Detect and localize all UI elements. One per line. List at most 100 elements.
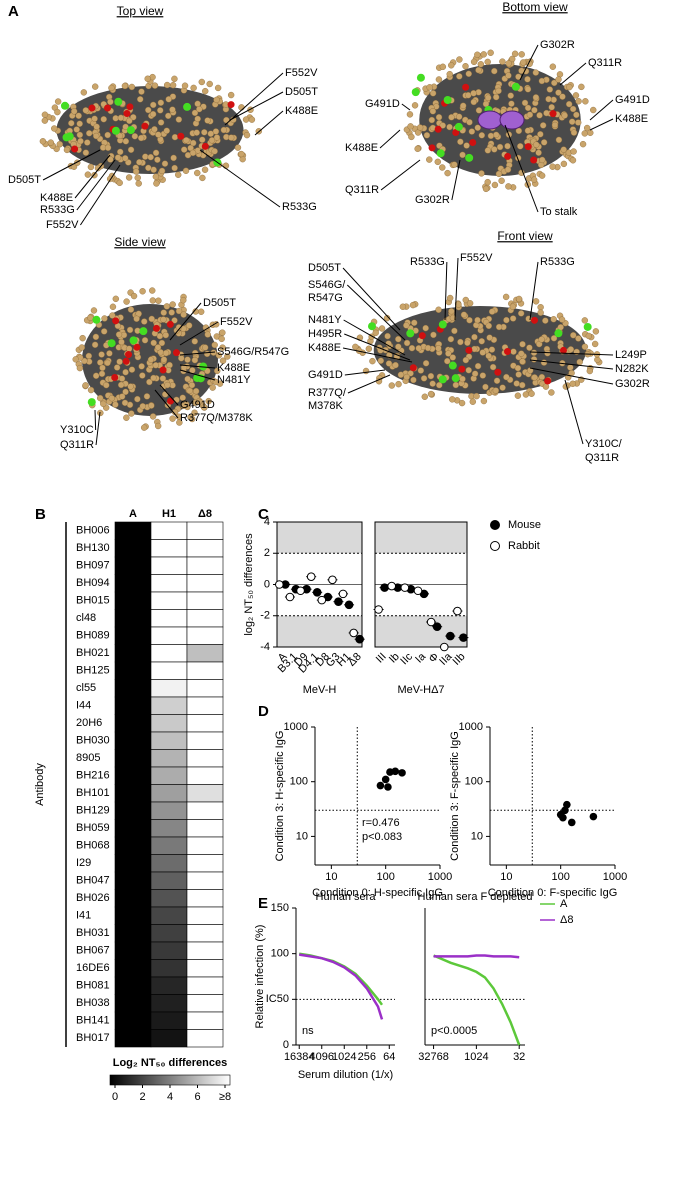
row-label: BH089 <box>76 630 110 642</box>
glycan-atom <box>116 358 123 365</box>
leader-line <box>199 149 281 208</box>
glycan-atom <box>141 337 149 344</box>
glycan-atom <box>448 308 455 315</box>
glycan-atom <box>197 308 205 315</box>
x-axis-label: MeV-HΔ7 <box>397 684 444 696</box>
glycan-atom <box>575 98 582 105</box>
glycan-atom <box>408 344 416 352</box>
glycan-atom <box>186 387 193 395</box>
glycan-atom <box>87 163 95 171</box>
x-tick-label: 32 <box>513 1051 525 1063</box>
glycan-atom <box>155 297 162 304</box>
glycan-atom <box>411 319 418 326</box>
glycan-atom <box>220 126 228 134</box>
glycan-atom <box>112 401 119 408</box>
heat-cell <box>186 784 224 803</box>
glycan-atom <box>122 369 129 376</box>
legend-label: Mouse <box>508 519 541 531</box>
row-label: BH129 <box>76 805 110 817</box>
glycan-atom <box>219 344 226 351</box>
heat-cell <box>150 924 188 943</box>
annotation: ns <box>302 1025 314 1037</box>
glycan-atom <box>451 327 458 335</box>
red-residue <box>469 138 477 146</box>
glycan-atom <box>121 399 129 407</box>
glycan-atom <box>561 112 568 119</box>
glycan-atom <box>154 156 161 163</box>
glycan-atom <box>430 331 437 339</box>
data-point <box>355 634 364 644</box>
glycan-atom <box>117 381 125 389</box>
glycan-atom <box>503 373 510 381</box>
mutation-label: S546G/ <box>308 279 346 291</box>
y-tick-label: 100 <box>271 948 289 960</box>
x-axis-label: Condition 0: H-specific IgG <box>312 887 443 899</box>
glycan-atom <box>84 171 92 178</box>
x-tick-label: 16384 <box>284 1051 315 1063</box>
glycan-atom <box>183 137 190 144</box>
row-label: cl55 <box>76 682 96 694</box>
glycan-atom <box>550 335 558 342</box>
y-tick-label: 10 <box>296 830 308 842</box>
mutation-site <box>438 320 447 329</box>
red-residue <box>88 104 96 112</box>
leader-line <box>529 359 614 370</box>
glycan-atom <box>583 124 591 132</box>
row-label: BH015 <box>76 595 110 607</box>
data-point <box>338 589 348 599</box>
glycan-atom <box>185 322 193 329</box>
row-label: BH017 <box>76 1032 110 1044</box>
shaded-region <box>375 522 467 554</box>
glycan-atom <box>128 410 135 417</box>
leader-line <box>344 333 411 361</box>
glycan-atom <box>107 98 114 106</box>
heat-cell <box>114 994 152 1013</box>
leader-line <box>451 159 461 201</box>
red-residue <box>434 125 442 133</box>
glycan-atom <box>365 345 373 352</box>
glycan-atom <box>126 326 134 334</box>
red-residue <box>544 377 552 385</box>
mutation-label: K488E <box>308 342 341 354</box>
colorbar-tick-label: 2 <box>139 1091 145 1103</box>
glycan-atom <box>148 315 155 323</box>
glycan-atom <box>486 334 493 341</box>
heat-cell <box>150 766 188 785</box>
glycan-atom <box>427 390 435 398</box>
heat-cell <box>186 889 224 908</box>
glycan-atom <box>91 115 98 122</box>
y-axis-label: log₂ NT₅₀ differences <box>243 533 255 636</box>
glycan-atom <box>171 317 178 324</box>
heat-cell <box>186 959 224 978</box>
glycan-atom <box>508 100 515 107</box>
glycan-atom <box>385 360 393 367</box>
glycan-atom <box>540 359 548 366</box>
annotation: p<0.0005 <box>431 1025 477 1037</box>
glycan-atom <box>165 96 172 103</box>
glycan-atom <box>403 373 410 381</box>
glycan-atom <box>540 139 548 146</box>
glycan-atom <box>406 111 414 118</box>
glycan-atom <box>478 132 486 139</box>
glycan-atom <box>184 356 191 363</box>
mutation-site <box>87 398 96 407</box>
glycan-atom <box>75 112 82 119</box>
glycan-atom <box>464 339 471 346</box>
heat-cell <box>114 819 152 838</box>
glycan-atom <box>459 151 466 159</box>
glycan-atom <box>446 70 453 78</box>
glycan-atom <box>569 157 577 164</box>
glycan-atom <box>493 377 501 384</box>
glycan-atom <box>162 349 170 357</box>
glycan-atom <box>51 125 58 132</box>
mutation-label: K488E <box>285 105 318 117</box>
glycan-atom <box>122 123 129 131</box>
leader-line <box>504 124 539 213</box>
plot-frame <box>374 521 468 648</box>
glycan-atom <box>171 75 178 83</box>
glycan-atom <box>352 343 359 351</box>
glycan-atom <box>585 332 592 340</box>
glycan-atom <box>560 160 568 168</box>
glycan-atom <box>47 139 54 146</box>
mutation-label: R533G <box>410 256 445 268</box>
